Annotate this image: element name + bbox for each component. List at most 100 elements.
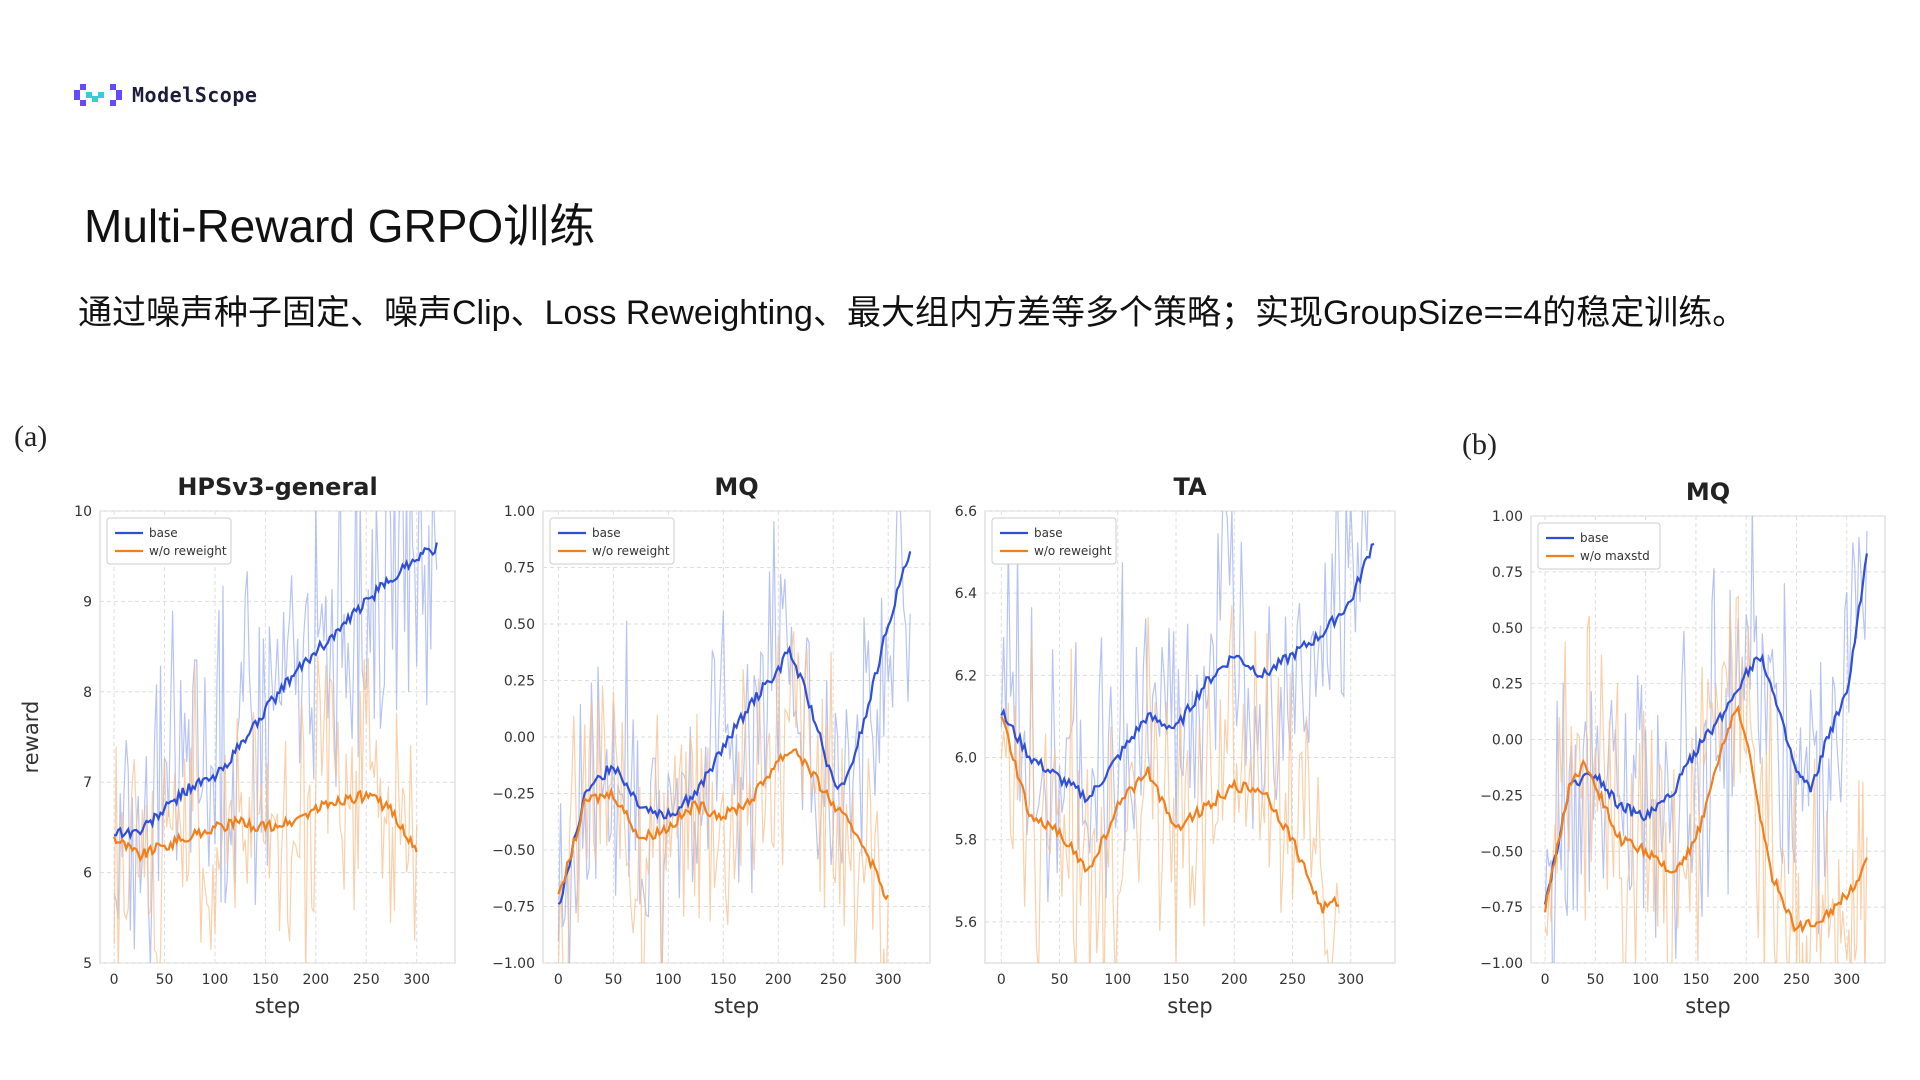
x-tick-label: 250 (353, 972, 380, 988)
chart-title: TA (1173, 473, 1207, 501)
y-tick-label: 0.75 (1492, 565, 1523, 581)
raw-trace-w-o-reweight (1000, 604, 1340, 963)
slide-subtitle: 通过噪声种子固定、噪声Clip、Loss Reweighting、最大组内方差等… (78, 294, 1747, 332)
y-tick-label: 6.4 (955, 586, 977, 602)
x-tick-label: 150 (1163, 972, 1190, 988)
y-tick-label: −0.50 (1480, 844, 1523, 860)
y-tick-label: 1.00 (504, 504, 535, 520)
y-tick-label: 0.50 (1492, 621, 1523, 637)
raw-trace-base (557, 511, 911, 963)
raw-trace-base (113, 511, 438, 963)
y-tick-label: 0.25 (504, 674, 535, 690)
y-tick-label: 0.75 (504, 561, 535, 577)
legend-box (106, 517, 232, 565)
x-tick-label: 200 (1221, 972, 1248, 988)
chart-title: MQ (714, 473, 758, 501)
y-tick-label: 5.6 (955, 915, 977, 931)
x-tick-label: 50 (604, 972, 622, 988)
x-tick-label: 100 (202, 972, 229, 988)
y-tick-label: −0.25 (1480, 788, 1523, 804)
series-line-w-o-reweight (557, 748, 890, 901)
y-tick-label: 9 (83, 594, 92, 610)
x-tick-label: 150 (1683, 972, 1710, 988)
x-axis-label: step (1685, 994, 1730, 1018)
x-tick-label: 0 (997, 972, 1006, 988)
chart-title: HPSv3-general (177, 473, 377, 501)
chart-title: MQ (1686, 478, 1730, 506)
chart-4: 0 50 100 150 200 250 300 −1.00 −0.75 −0.50 −0.25 0.… (1480, 478, 1886, 1018)
x-tick-label: 150 (252, 972, 279, 988)
y-tick-label: −1.00 (1480, 956, 1523, 972)
y-tick-label: 1.00 (1492, 509, 1523, 525)
chart-1: 0 50 100 150 200 250 300 5 6 7 8 9 10 HPSv3-general st… (19, 473, 456, 1018)
series-line-w-o-reweight (1000, 715, 1340, 914)
y-tick-label: −0.75 (492, 900, 535, 916)
y-tick-label: 7 (83, 775, 92, 791)
raw-trace-w-o-maxstd (1544, 595, 1868, 963)
raw-trace-w-o-reweight (113, 655, 418, 963)
legend-label: base (1580, 531, 1609, 545)
x-tick-label: 0 (110, 972, 119, 988)
x-tick-label: 300 (1337, 972, 1364, 988)
x-axis-label: step (714, 994, 759, 1018)
y-tick-label: −0.75 (1480, 900, 1523, 916)
modelscope-logo-icon (74, 84, 122, 106)
legend-label: base (1034, 526, 1063, 540)
series-line-base (1000, 542, 1375, 804)
series-line-base (113, 542, 438, 841)
raw-trace-w-o-reweight (557, 631, 889, 963)
panel-label-b: (b) (1462, 428, 1497, 461)
legend-label: w/o reweight (592, 544, 670, 558)
x-axis-label: step (1167, 994, 1212, 1018)
series-line-w-o-maxstd (1544, 704, 1868, 934)
legend-label: base (149, 526, 178, 540)
y-tick-label: −0.50 (492, 843, 535, 859)
x-tick-label: 300 (875, 972, 902, 988)
x-tick-label: 100 (1632, 972, 1659, 988)
legend-box (1537, 522, 1661, 570)
panel-label-a: (a) (14, 420, 48, 453)
x-tick-label: 0 (554, 972, 563, 988)
x-tick-label: 200 (302, 972, 329, 988)
y-tick-label: 8 (83, 685, 92, 701)
x-tick-label: 250 (820, 972, 847, 988)
legend-label: base (592, 526, 621, 540)
x-tick-label: 50 (1051, 972, 1069, 988)
slide-title: Multi-Reward GRPO训练 (84, 200, 596, 252)
legend-label: w/o reweight (1034, 544, 1112, 558)
x-tick-label: 100 (655, 972, 682, 988)
raw-trace-base (1000, 511, 1369, 903)
modelscope-logo: ModelScope (74, 82, 257, 108)
chart-2: 0 50 100 150 200 250 300 −1.00 −0.75 −0.50 −0.25 0.… (492, 473, 931, 1018)
legend-box (991, 517, 1117, 565)
y-tick-label: −0.25 (492, 787, 535, 803)
chart-3: 0 50 100 150 200 250 300 5.6 5.8 6.0 6.2 6.4 6.6 TA st… (955, 473, 1396, 1018)
x-tick-label: 50 (1586, 972, 1604, 988)
series-line-base (557, 551, 912, 905)
y-tick-label: 0.25 (1492, 677, 1523, 693)
x-tick-label: 100 (1104, 972, 1131, 988)
y-tick-label: 0.50 (504, 617, 535, 633)
y-tick-label: 6.0 (955, 751, 977, 767)
legend-box (549, 517, 675, 565)
y-axis-label: reward (19, 701, 43, 774)
x-tick-label: 150 (710, 972, 737, 988)
x-tick-label: 50 (156, 972, 174, 988)
y-tick-label: 5.8 (955, 833, 977, 849)
modelscope-logo-text: ModelScope (132, 83, 258, 107)
y-tick-label: 0.00 (504, 730, 535, 746)
y-tick-label: −1.00 (492, 956, 535, 972)
y-tick-label: 6.6 (955, 504, 977, 520)
x-tick-label: 300 (403, 972, 430, 988)
x-tick-label: 300 (1833, 972, 1860, 988)
raw-trace-base (1544, 516, 1868, 963)
x-tick-label: 0 (1541, 972, 1550, 988)
y-tick-label: 6 (83, 866, 92, 882)
x-tick-label: 200 (765, 972, 792, 988)
y-tick-label: 5 (83, 956, 92, 972)
series-line-base (1544, 553, 1868, 905)
series-line-w-o-reweight (113, 789, 418, 863)
x-tick-label: 200 (1733, 972, 1760, 988)
x-tick-label: 250 (1783, 972, 1810, 988)
